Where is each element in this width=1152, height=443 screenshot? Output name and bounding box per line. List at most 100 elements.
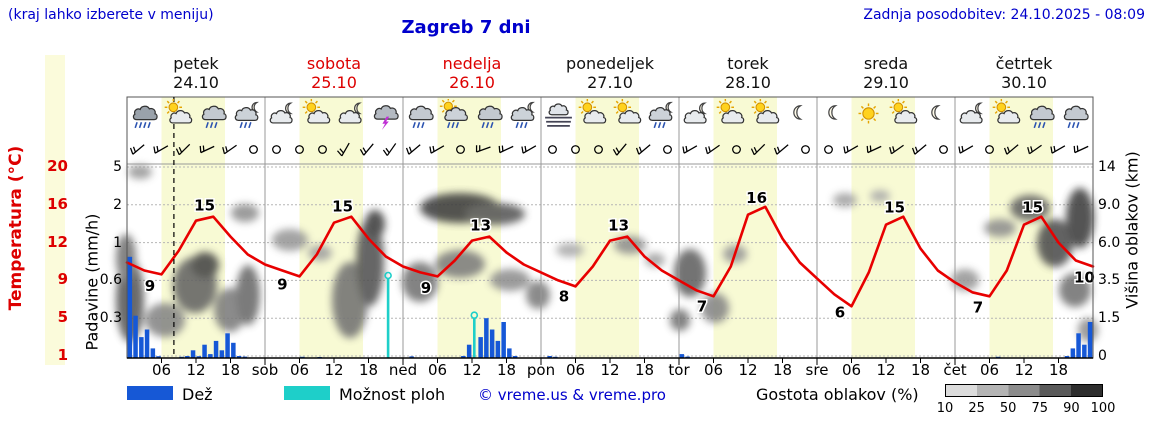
- wind-barb-slot: [403, 136, 426, 162]
- day-name: sreda: [863, 54, 909, 73]
- hour-label: 06: [703, 361, 724, 379]
- wind-barb-icon: [773, 143, 789, 155]
- wind-barb-slot: [426, 136, 449, 162]
- wind-barb-icon: [1003, 143, 1019, 155]
- axis-tick-label: 9: [57, 270, 68, 289]
- day-abbrev-label: tor: [668, 361, 690, 379]
- cloud-rain-icon: [1029, 105, 1055, 129]
- calm-wind-icon: [663, 144, 672, 154]
- wind-barb-icon: [129, 143, 145, 155]
- weather-icon-slot: [334, 99, 369, 135]
- day-name: nedelja: [442, 54, 502, 73]
- day-date: 30.10: [1001, 73, 1047, 92]
- wind-barb-icon: [682, 144, 698, 154]
- day-name: torek: [727, 54, 769, 73]
- axis-tick-label: 1.5: [1098, 310, 1121, 327]
- weather-icon-slot: [265, 99, 300, 135]
- weather-icon-slot: [300, 99, 335, 135]
- calm-wind-icon: [939, 144, 948, 154]
- cloud-rain-icon: [1064, 105, 1089, 129]
- page-title: Zagreb 7 dni: [401, 17, 531, 38]
- copyright-link[interactable]: © vreme.us & vreme.pro: [478, 386, 666, 404]
- day-abbrev-label: čet: [943, 361, 967, 379]
- calm-wind-icon: [732, 144, 741, 154]
- weather-icon-slot: [990, 99, 1025, 135]
- day-separators: [264, 97, 956, 358]
- moon-cloud-icon: [338, 102, 362, 124]
- weather-icons-row: [127, 99, 1093, 135]
- sun-cloud-icon: [164, 99, 193, 124]
- wind-barb-slot: [380, 136, 403, 162]
- calm-wind-icon: [571, 144, 580, 154]
- axis-tick-label: 5: [57, 308, 68, 327]
- axis-tick-label: 1: [113, 234, 122, 251]
- day-date: 27.10: [587, 73, 633, 92]
- svg-text:9: 9: [277, 276, 287, 294]
- wind-barb-slot: [909, 136, 932, 162]
- wind-barb-slot: [1047, 136, 1070, 162]
- svg-text:16: 16: [746, 189, 767, 207]
- svg-text:7: 7: [973, 299, 983, 317]
- hour-label: 06: [565, 361, 586, 379]
- wind-barb-slot: [196, 136, 219, 162]
- calm-wind-icon: [272, 144, 281, 154]
- svg-text:15: 15: [194, 197, 215, 215]
- wind-barb-slot: [748, 136, 771, 162]
- wind-barb-icon: [911, 143, 927, 155]
- moon-icon: [931, 105, 941, 120]
- wind-barb-slot: [886, 136, 909, 162]
- day-header-petek: petek 24.10: [127, 54, 265, 92]
- hour-label: 06: [427, 361, 448, 379]
- wind-barb-icon: [498, 145, 514, 153]
- axis-tick-label: 9.0: [1098, 196, 1121, 213]
- weather-icon-slot: [507, 99, 542, 135]
- moon-icon: [827, 105, 838, 120]
- hour-label: 18: [220, 361, 241, 379]
- day-abbrev-label: pon: [526, 361, 556, 379]
- wind-barb-icon: [521, 144, 537, 154]
- rain-legend-swatch: [127, 386, 173, 400]
- wind-barb-slot: [219, 136, 242, 162]
- weather-icon-slot: [1059, 99, 1094, 135]
- cloud-density-legend-label: Gostota oblakov (%): [756, 385, 919, 404]
- wind-barb-icon: [612, 142, 627, 156]
- weather-icon-slot: [748, 99, 783, 135]
- svg-text:13: 13: [470, 217, 491, 235]
- day-header-nedelja: nedelja 26.10: [403, 54, 541, 92]
- wind-barb-icon: [405, 143, 421, 155]
- axis-tick-label: 0: [1098, 348, 1107, 364]
- wind-barb-slot: [288, 136, 311, 162]
- wind-barb-slot: [357, 136, 380, 162]
- sun-cloud-icon: [889, 99, 917, 124]
- weather-icon-slot: [783, 99, 818, 135]
- hour-label: 06: [151, 361, 172, 379]
- hour-label: 12: [186, 361, 206, 379]
- day-date: 25.10: [311, 73, 357, 92]
- svg-text:6: 6: [835, 303, 845, 321]
- rain-legend-label: Dež: [182, 385, 213, 404]
- svg-text:8: 8: [559, 287, 569, 305]
- hour-label: 18: [910, 361, 931, 379]
- cloud-rain-icon: [408, 105, 434, 129]
- day-abbrev-label: sob: [251, 361, 279, 379]
- weather-icon-slot: [817, 99, 852, 135]
- sun-cloud-icon: [992, 99, 1021, 124]
- moon-icon: [793, 105, 803, 120]
- day-date: 29.10: [863, 73, 909, 92]
- weather-icon-slot: [472, 99, 507, 135]
- wind-barb-slot: [265, 136, 288, 162]
- wind-barb-slot: [725, 136, 748, 162]
- sun-cloud-rain-icon: [440, 99, 469, 129]
- wind-barb-icon: [843, 144, 859, 154]
- wind-barb-icon: [359, 142, 374, 156]
- hour-label: 06: [289, 361, 310, 379]
- axis-tick-label: 14: [1098, 159, 1116, 175]
- weather-icon-slot: [921, 99, 956, 135]
- calm-wind-icon: [456, 144, 465, 154]
- wind-barb-icon: [175, 143, 191, 155]
- hour-label: 12: [462, 361, 482, 379]
- menu-note: (kraj lahko izberete v meniju): [8, 7, 214, 23]
- wind-barb-slot: [932, 136, 955, 162]
- moon-cloud-rain-icon: [648, 101, 674, 129]
- wind-barb-icon: [635, 143, 651, 155]
